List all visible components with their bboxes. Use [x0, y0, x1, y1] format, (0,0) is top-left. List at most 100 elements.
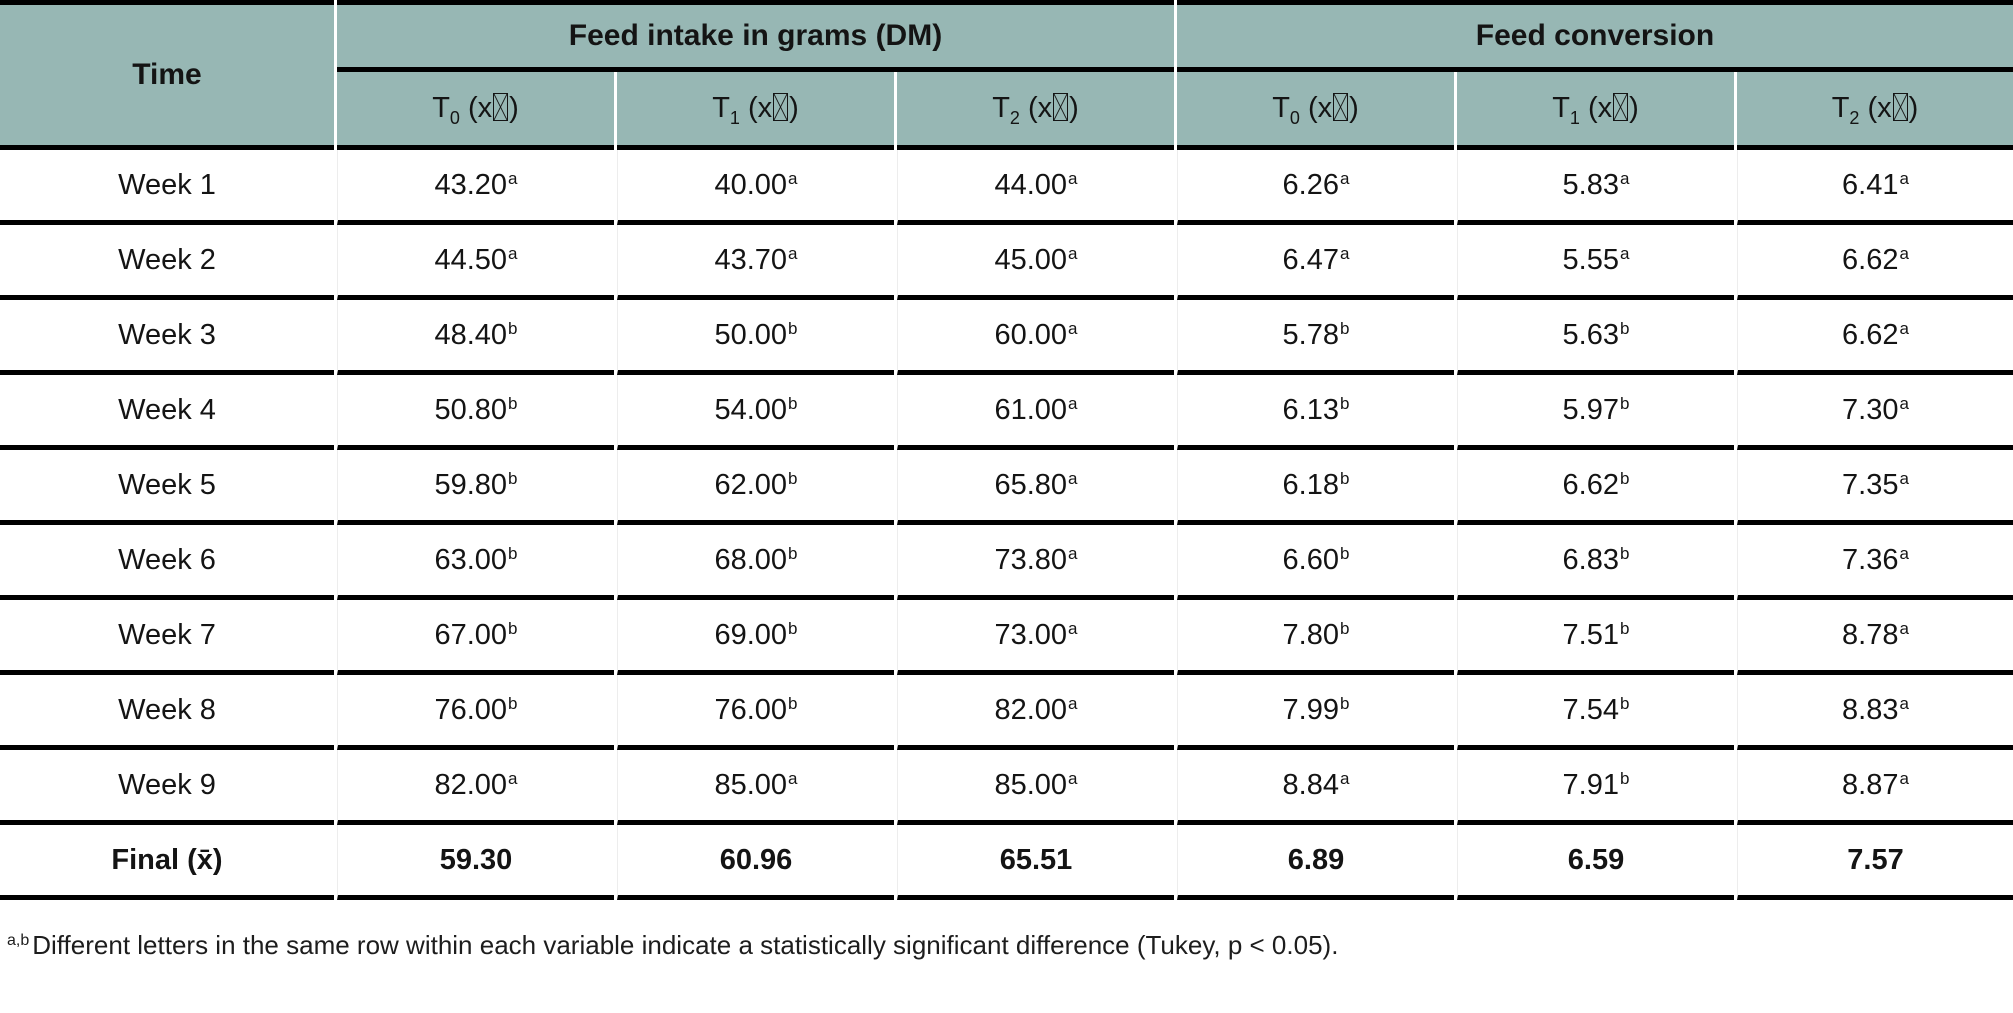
significance-letter: b — [1339, 618, 1350, 638]
significance-letter: a — [1339, 168, 1350, 188]
value-cell: 76.00b — [617, 675, 894, 750]
table-row: Week 8 76.00b 76.00b 82.00a 7.99b 7.54b 8.83a — [0, 675, 2013, 750]
value-cell: 7.80b — [1177, 600, 1454, 675]
row-label: Final (x̄) — [0, 825, 334, 900]
treatment-subscript: 2 — [1849, 108, 1860, 128]
value-cell: 6.47a — [1177, 225, 1454, 300]
table-row: Week 6 63.00b 68.00b 73.80a 6.60b 6.83b 7.36a — [0, 525, 2013, 600]
value-cell: 73.00a — [897, 600, 1174, 675]
treatment-subscript: 1 — [1569, 108, 1580, 128]
value-cell: 60.96 — [617, 825, 894, 900]
significance-letter: b — [788, 618, 798, 638]
value-cell: 43.70a — [617, 225, 894, 300]
table-row: Week 9 82.00a 85.00a 85.00a 8.84a 7.91b 8.87a — [0, 750, 2013, 825]
significance-letter: a — [508, 768, 518, 788]
significance-letter: b — [1619, 468, 1630, 488]
subheader-feed-intake-t0: T0 (x) — [337, 72, 614, 150]
value-cell: 82.00a — [897, 675, 1174, 750]
results-table-wrap: Time Feed intake in grams (DM) Feed conv… — [0, 0, 2013, 900]
value-cell: 6.13b — [1177, 375, 1454, 450]
subheader-feed-intake-t2: T2 (x) — [897, 72, 1174, 150]
value-cell: 6.89 — [1177, 825, 1454, 900]
significance-letter: a — [788, 768, 798, 788]
value-cell: 76.00b — [337, 675, 614, 750]
value-cell: 5.63b — [1457, 300, 1734, 375]
value-cell: 82.00a — [337, 750, 614, 825]
value-cell: 48.40b — [337, 300, 614, 375]
value-cell: 68.00b — [617, 525, 894, 600]
value-cell: 63.00b — [337, 525, 614, 600]
table-row: Week 1 43.20a 40.00a 44.00a 6.26a 5.83a 6.41a — [0, 150, 2013, 225]
table-row: Week 7 67.00b 69.00b 73.00a 7.80b 7.51b 8.78a — [0, 600, 2013, 675]
table-row: Week 4 50.80b 54.00b 61.00a 6.13b 5.97b 7.30a — [0, 375, 2013, 450]
significance-letter: a — [788, 243, 798, 263]
value-cell: 5.55a — [1457, 225, 1734, 300]
value-cell: 6.60b — [1177, 525, 1454, 600]
significance-letter: b — [1619, 768, 1630, 788]
row-label: Week 8 — [0, 675, 334, 750]
significance-letter: a — [1339, 243, 1350, 263]
results-table: Time Feed intake in grams (DM) Feed conv… — [0, 0, 2013, 900]
value-cell: 62.00b — [617, 450, 894, 525]
significance-letter: a — [1899, 243, 1909, 263]
significance-letter: a — [508, 243, 518, 263]
value-cell: 65.80a — [897, 450, 1174, 525]
value-cell: 44.50a — [337, 225, 614, 300]
value-cell: 7.54b — [1457, 675, 1734, 750]
row-label: Week 2 — [0, 225, 334, 300]
significance-letter: a — [1068, 243, 1078, 263]
significance-letter: b — [508, 618, 518, 638]
subheader-feed-conversion-t1: T1 (x) — [1457, 72, 1734, 150]
significance-letter: b — [1619, 318, 1630, 338]
value-cell: 65.51 — [897, 825, 1174, 900]
significance-letter: b — [1619, 618, 1630, 638]
significance-letter: b — [508, 468, 518, 488]
value-cell: 6.62a — [1737, 300, 2013, 375]
group-header-row: Time Feed intake in grams (DM) Feed conv… — [0, 0, 2013, 150]
value-cell: 59.80b — [337, 450, 614, 525]
final-row: Final (x̄) 59.30 60.96 65.51 6.89 6.59 7.57 — [0, 825, 2013, 900]
value-cell: 7.57 — [1737, 825, 2013, 900]
significance-letter: a — [1899, 468, 1909, 488]
significance-letter: b — [508, 693, 518, 713]
table-row: Week 5 59.80b 62.00b 65.80a 6.18b 6.62b 7.35a — [0, 450, 2013, 525]
significance-letter: b — [1339, 318, 1350, 338]
significance-letter: b — [1619, 393, 1630, 413]
row-label: Week 9 — [0, 750, 334, 825]
value-cell: 6.62b — [1457, 450, 1734, 525]
missing-glyph-icon — [1053, 93, 1069, 121]
significance-letter: a — [1619, 168, 1630, 188]
value-cell: 6.83b — [1457, 525, 1734, 600]
row-label: Week 1 — [0, 150, 334, 225]
value-cell: 8.78a — [1737, 600, 2013, 675]
value-cell: 85.00a — [617, 750, 894, 825]
group-header-feed-conversion: Feed conversion — [1177, 0, 2013, 72]
value-cell: 59.30 — [337, 825, 614, 900]
value-cell: 7.91b — [1457, 750, 1734, 825]
value-cell: 5.97b — [1457, 375, 1734, 450]
treatment-subscript: 1 — [729, 108, 740, 128]
value-cell: 7.30a — [1737, 375, 2013, 450]
significance-letter: b — [508, 318, 518, 338]
significance-letter: b — [1339, 543, 1350, 563]
significance-letter: a — [1899, 543, 1909, 563]
value-cell: 44.00a — [897, 150, 1174, 225]
significance-letter: b — [788, 318, 798, 338]
table-row: Week 3 48.40b 50.00b 60.00a 5.78b 5.63b 6.62a — [0, 300, 2013, 375]
value-cell: 45.00a — [897, 225, 1174, 300]
significance-letter: a — [508, 168, 518, 188]
missing-glyph-icon — [773, 93, 789, 121]
table-header: Time Feed intake in grams (DM) Feed conv… — [0, 0, 2013, 150]
value-cell: 7.99b — [1177, 675, 1454, 750]
significance-letter: b — [788, 468, 798, 488]
significance-letter: b — [1339, 693, 1350, 713]
significance-letter: b — [1339, 468, 1350, 488]
value-cell: 7.36a — [1737, 525, 2013, 600]
significance-letter: b — [1339, 393, 1350, 413]
significance-letter: b — [1619, 543, 1630, 563]
value-cell: 50.00b — [617, 300, 894, 375]
value-cell: 7.51b — [1457, 600, 1734, 675]
row-label: Week 7 — [0, 600, 334, 675]
significance-letter: a — [1899, 618, 1909, 638]
value-cell: 60.00a — [897, 300, 1174, 375]
